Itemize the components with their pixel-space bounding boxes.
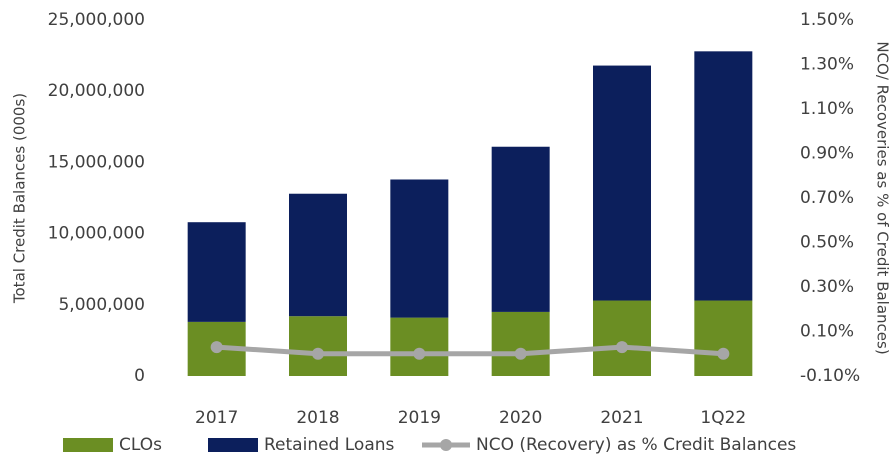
y-tick-label: 5,000,000: [58, 295, 145, 315]
legend-label: CLOs: [119, 435, 162, 455]
line-marker: [312, 347, 324, 360]
bar: [491, 311, 550, 376]
bar: [694, 300, 753, 376]
bar: [390, 317, 449, 376]
bar: [289, 316, 347, 376]
line-marker: [413, 347, 426, 360]
bar: [593, 300, 651, 376]
x-tick-label: 2021: [600, 408, 643, 428]
x-tick-label: 1Q22: [700, 408, 746, 428]
legend-swatch: [63, 438, 113, 452]
y-tick-label: 15,000,000: [48, 152, 145, 172]
line-marker: [514, 347, 527, 360]
bar: [187, 222, 246, 322]
y2-tick-label: 0.30%: [800, 277, 854, 297]
legend-swatch-marker: [440, 439, 452, 451]
x-tick-label: 2020: [499, 408, 542, 428]
y2-tick-label: 1.30%: [800, 55, 854, 75]
y2-tick-label: 1.50%: [800, 10, 854, 30]
y-tick-label: 20,000,000: [48, 81, 145, 101]
bar: [289, 193, 347, 317]
y2-tick-label: 0.90%: [800, 144, 854, 164]
legend-swatch: [208, 438, 258, 452]
y2-tick-label: 0.70%: [800, 188, 854, 208]
y2-tick-label: 0.10%: [800, 322, 854, 342]
x-tick-label: 2018: [296, 408, 339, 428]
y-tick-label: 10,000,000: [48, 224, 145, 244]
y-axis-title: Total Credit Balances (000s): [11, 93, 29, 304]
bar: [694, 51, 753, 301]
line-marker: [616, 341, 628, 354]
line-marker: [717, 347, 730, 360]
bar: [593, 65, 651, 301]
x-tick-label: 2019: [398, 408, 441, 428]
legend-label: Retained Loans: [264, 435, 395, 455]
y2-tick-label: 1.10%: [800, 99, 854, 119]
y-tick-label: 25,000,000: [48, 10, 145, 30]
y-tick-label: 0: [134, 366, 145, 386]
y2-tick-label: 0.50%: [800, 233, 854, 253]
x-tick-label: 2017: [195, 408, 238, 428]
bar: [491, 146, 550, 312]
bar: [390, 179, 449, 318]
line: [216, 344, 724, 357]
y2-axis-title: NCO/ Recoveries as % of Credit Balances): [874, 41, 892, 354]
y2-tick-label: -0.10%: [800, 366, 860, 386]
line-marker: [210, 341, 223, 354]
legend-label: NCO (Recovery) as % Credit Balances: [476, 435, 796, 455]
